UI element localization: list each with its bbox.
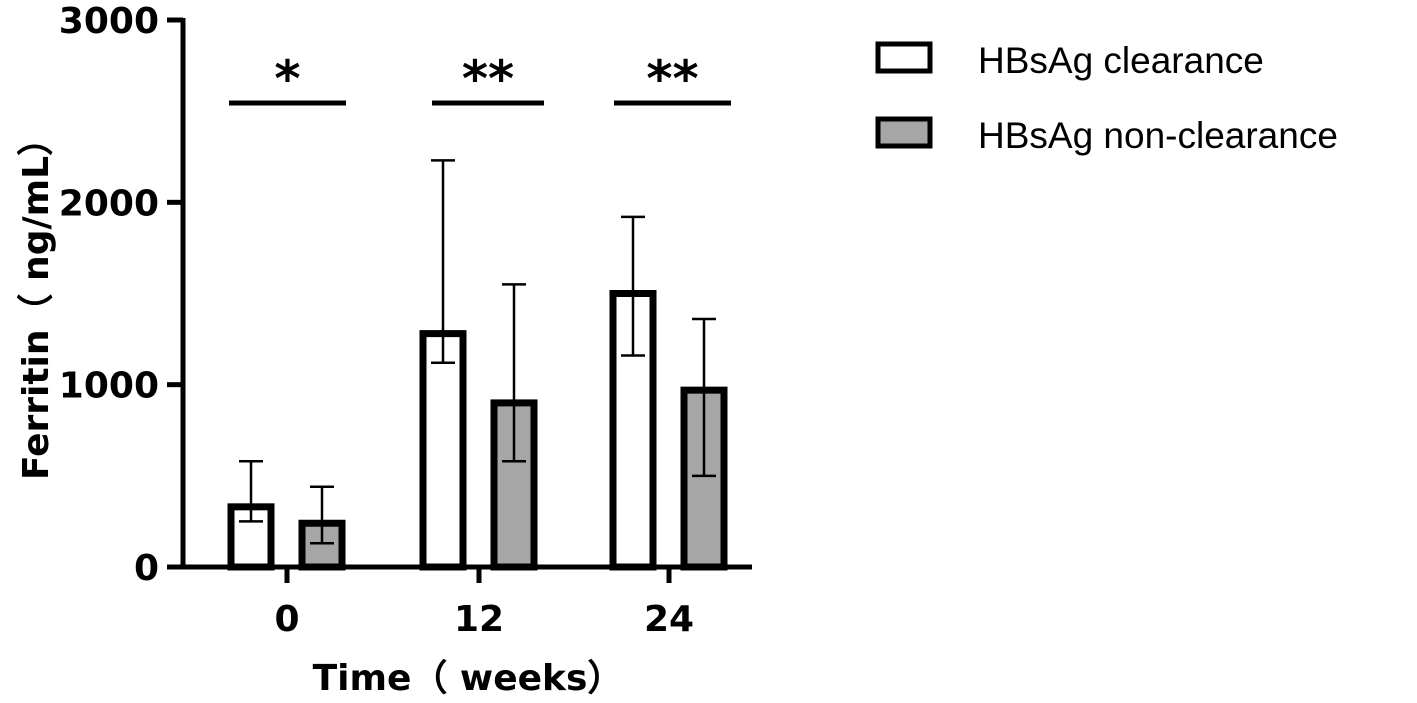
error-bar	[621, 215, 645, 357]
legend-label-clearance: HBsAg clearance	[978, 40, 1264, 81]
significance-label: **	[646, 50, 698, 108]
error-bar	[692, 317, 716, 478]
legend: HBsAg clearance HBsAg non-clearance	[875, 40, 1338, 156]
x-tick-label: 24	[644, 599, 694, 640]
significance-label: **	[462, 50, 514, 108]
error-bar	[310, 485, 334, 545]
y-tick-label: 1000	[59, 366, 159, 407]
x-axis-ticks: 0 12 24	[274, 567, 694, 640]
y-axis-label: Ferritin（ ng/mL）	[16, 120, 57, 480]
error-bars	[239, 159, 716, 545]
bar-clearance	[419, 330, 467, 571]
significance-label: *	[274, 50, 300, 108]
y-tick-label: 0	[134, 548, 159, 589]
bar-series	[227, 290, 728, 571]
legend-swatch-clearance	[875, 41, 933, 74]
legend-swatch-non-clearance	[875, 116, 933, 149]
y-tick-label: 3000	[59, 1, 159, 42]
y-axis-ticks: 0 1000 2000 3000	[59, 1, 183, 589]
x-tick-label: 12	[454, 599, 504, 640]
error-bar	[502, 283, 526, 463]
x-tick-label: 0	[274, 599, 299, 640]
error-bar	[239, 459, 263, 523]
significance-markers: * ** **	[229, 50, 731, 108]
legend-label-non-clearance: HBsAg non-clearance	[978, 115, 1338, 156]
x-axis-label: Time（ weeks）	[313, 658, 624, 699]
error-bar	[431, 159, 455, 365]
y-tick-label: 2000	[59, 183, 159, 224]
